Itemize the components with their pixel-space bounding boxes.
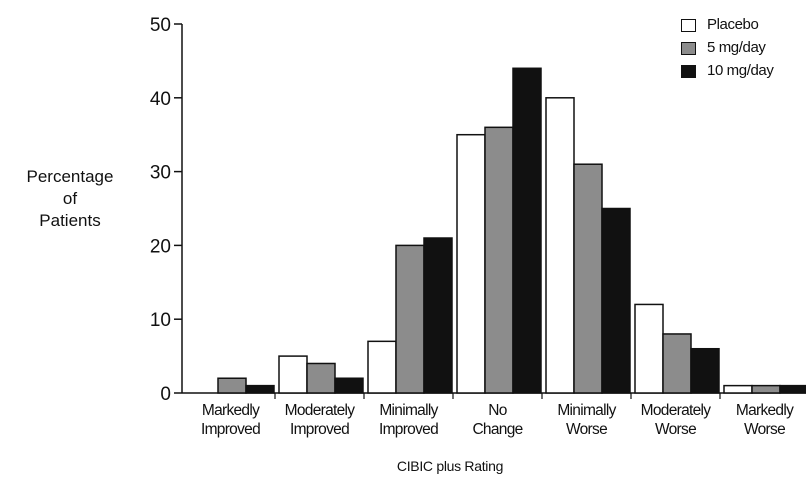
x-category-label: Moderately Improved (274, 401, 366, 439)
bar (456, 133, 486, 394)
bar (779, 384, 806, 394)
x-axis-label: CIBIC plus Rating (396, 458, 504, 474)
bar (245, 384, 275, 394)
x-category-label: Minimally Worse (541, 401, 633, 439)
y-tick-label: 10 (150, 310, 171, 331)
x-category-label-line: Improved (289, 421, 350, 438)
x-category-label: Markedly Worse (719, 401, 806, 439)
bar (367, 340, 397, 394)
bar (484, 126, 514, 394)
x-category-label-line: Worse (565, 421, 608, 438)
legend-swatch (681, 42, 696, 55)
bar (512, 67, 542, 394)
bar (217, 377, 247, 394)
bar (423, 237, 453, 394)
bar (690, 347, 720, 394)
legend-label: 10 mg/day (707, 62, 774, 79)
y-axis-label-line-2: of (62, 189, 78, 208)
bar (395, 244, 425, 394)
legend-label: Placebo (707, 16, 759, 33)
x-category-label: No Change (452, 401, 544, 439)
x-category-label-line: Change (472, 421, 523, 438)
legend-label: 5 mg/day (707, 39, 766, 56)
y-tick-label: 50 (150, 15, 171, 36)
bar (306, 362, 336, 394)
bar (278, 355, 308, 394)
y-axis-label: Percentage of Patients (6, 166, 134, 232)
x-category-label-line: Moderately (640, 402, 711, 419)
x-category-label-line: Minimally (557, 402, 616, 419)
y-tick-label: 20 (150, 236, 171, 257)
x-category-label-line: Moderately (284, 402, 355, 419)
x-category-label: Markedly Improved (185, 401, 277, 439)
y-axis-label-line-3: Patients (39, 211, 101, 230)
legend-swatch (681, 19, 696, 32)
bar (751, 384, 781, 394)
x-category-label-line: Improved (200, 421, 261, 438)
x-category-label-line: Markedly (201, 402, 260, 419)
x-category-label-line: Worse (654, 421, 697, 438)
bar (634, 303, 664, 394)
x-category-label-line: Worse (743, 421, 786, 438)
bar (723, 384, 753, 394)
legend-swatch (681, 65, 696, 78)
x-category-label: Moderately Worse (630, 401, 722, 439)
y-tick-label: 0 (160, 384, 171, 405)
y-tick-label: 40 (150, 89, 171, 110)
x-category-label-line: Minimally (379, 402, 438, 419)
bar (334, 377, 364, 394)
y-tick-label: 30 (150, 163, 171, 184)
x-category-label-line: Markedly (735, 402, 794, 419)
bar (662, 333, 692, 394)
bar (545, 97, 575, 394)
bar (573, 163, 603, 394)
x-category-label-line: No (488, 402, 507, 419)
bar (601, 207, 631, 394)
y-axis-label-line-1: Percentage (26, 167, 114, 186)
x-category-label: Minimally Improved (363, 401, 455, 439)
x-category-label-line: Improved (378, 421, 439, 438)
